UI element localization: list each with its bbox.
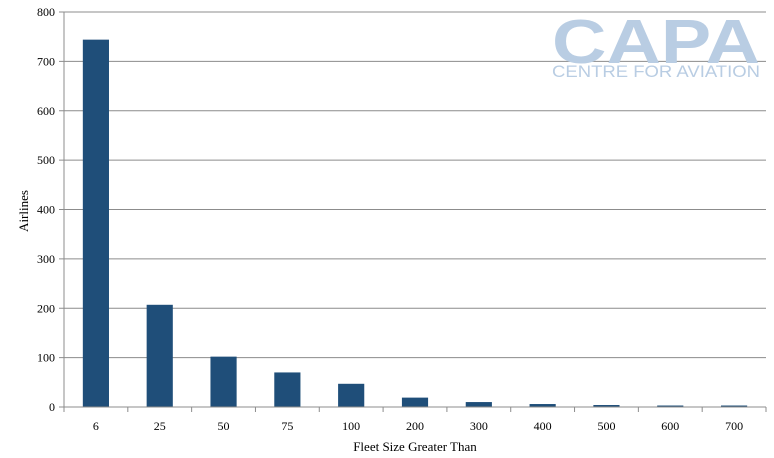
bar-200 — [401, 397, 429, 407]
y-tick-label: 700 — [37, 54, 55, 68]
bar-600 — [657, 405, 684, 407]
y-axis-title: Airlines — [16, 190, 31, 232]
y-tick-label: 300 — [37, 252, 55, 266]
x-tick-label: 50 — [218, 419, 230, 433]
bar-300 — [465, 402, 492, 407]
capa-logo: CAPA CENTRE FOR AVIATION — [552, 8, 760, 81]
x-tick-label: 500 — [597, 419, 615, 433]
x-tick-label: 700 — [725, 419, 743, 433]
y-tick-label: 600 — [37, 104, 55, 118]
x-tick-label: 300 — [470, 419, 488, 433]
bar-400 — [529, 404, 556, 407]
x-tick-label: 100 — [342, 419, 360, 433]
gridlines — [64, 11, 766, 359]
x-tick-label: 25 — [154, 419, 166, 433]
y-axis-ticks: 0 100 200 300 400 500 600 700 800 — [37, 5, 64, 414]
bar-50 — [210, 356, 237, 407]
bar-700 — [721, 405, 748, 407]
logo-subtitle: CENTRE FOR AVIATION — [552, 62, 760, 81]
y-tick-label: 400 — [37, 203, 55, 217]
x-tick-label: 75 — [281, 419, 293, 433]
y-tick-label: 0 — [49, 400, 55, 414]
y-tick-label: 800 — [37, 5, 55, 19]
bar-100 — [338, 383, 365, 407]
x-axis-ticks: 6 25 50 75 100 200 300 400 500 600 700 — [63, 407, 767, 433]
x-axis-title: Fleet Size Greater Than — [353, 439, 477, 454]
bar-500 — [593, 405, 620, 407]
y-tick-label: 100 — [37, 351, 55, 365]
logo-wordmark: CAPA — [552, 8, 760, 77]
x-tick-label: 6 — [93, 419, 99, 433]
bar-25 — [146, 304, 173, 407]
x-tick-label: 400 — [534, 419, 552, 433]
y-tick-label: 500 — [37, 153, 55, 167]
x-tick-label: 200 — [406, 419, 424, 433]
bar-75 — [274, 372, 301, 407]
bar-6 — [82, 39, 109, 408]
bars — [82, 39, 748, 408]
x-tick-label: 600 — [661, 419, 679, 433]
y-tick-label: 200 — [37, 301, 55, 315]
